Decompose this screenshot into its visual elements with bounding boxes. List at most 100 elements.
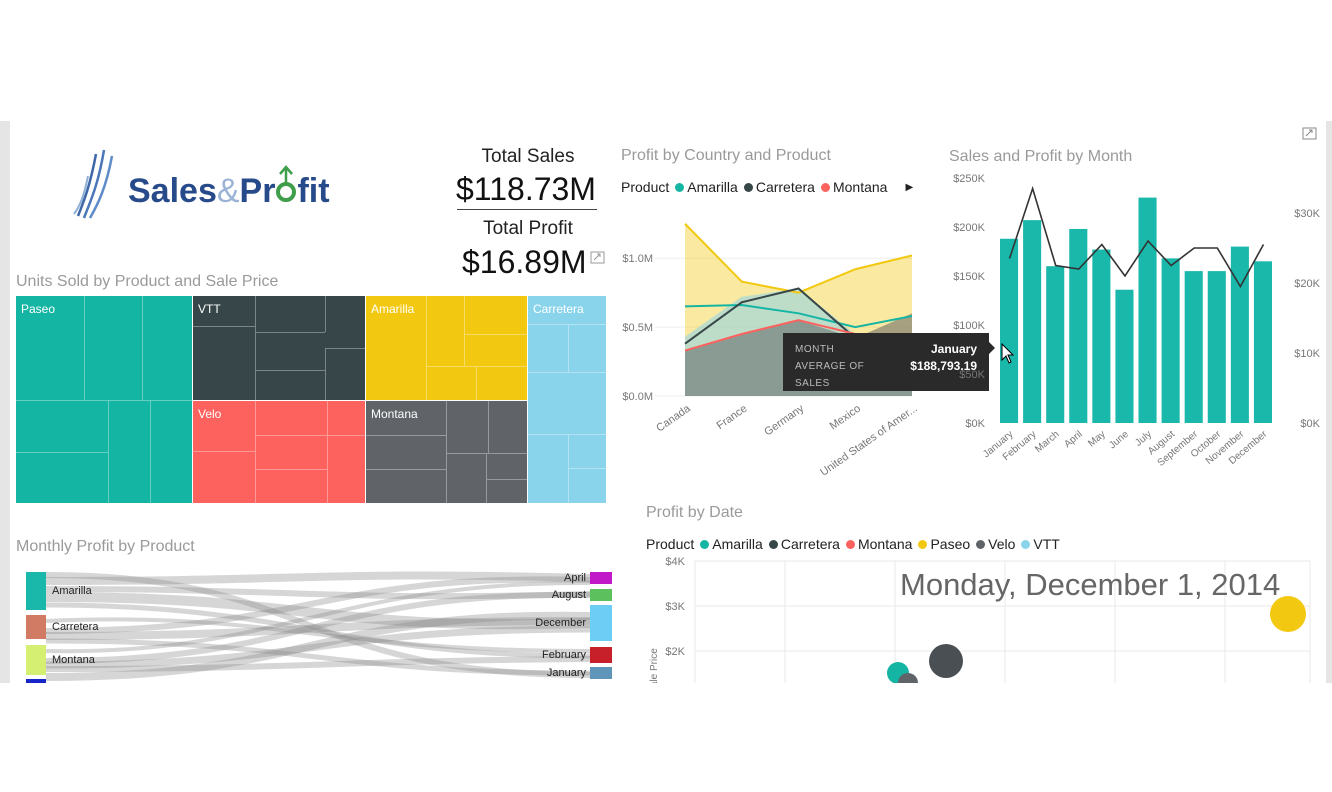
- area-xtick: Canada: [654, 402, 693, 434]
- sankey-node-april[interactable]: [590, 572, 612, 584]
- area-legend-title: Product: [621, 179, 670, 195]
- area-legend-item[interactable]: Montana: [820, 179, 887, 195]
- bubble-ylabel: Sale Price: [649, 648, 660, 683]
- area-legend-item[interactable]: Amarilla: [675, 179, 738, 195]
- sankey-node-amarilla[interactable]: [26, 572, 46, 610]
- area-xtick: France: [715, 403, 750, 432]
- bubble-velo[interactable]: [898, 673, 918, 683]
- combo-xtick: March: [1033, 429, 1061, 455]
- sankey-node-august[interactable]: [590, 589, 612, 601]
- treemap-tile-amarilla[interactable]: Amarilla: [366, 296, 527, 400]
- combo-bar-january[interactable]: [1000, 238, 1019, 423]
- bubble-chart-title: Profit by Date: [646, 504, 743, 521]
- sankey-label-amarilla: Amarilla: [52, 585, 92, 597]
- combo-xtick: May: [1086, 429, 1108, 450]
- combo-chart-plot[interactable]: $250K $200K $150K $100K $50K $0K $30K $20K $10K $…: [945, 166, 1325, 466]
- treemap-tile-vtt[interactable]: VTT: [193, 296, 365, 400]
- combo-bar-may[interactable]: [1092, 249, 1111, 423]
- combo-ytick-left: $50K: [959, 369, 985, 381]
- bubble-legend-title: Product: [646, 536, 695, 552]
- area-ytick: $1.0M: [622, 253, 653, 265]
- bubble-legend-item[interactable]: Velo: [976, 536, 1015, 552]
- sankey-node-montana[interactable]: [26, 645, 46, 675]
- bubble-legend-item[interactable]: Carretera: [768, 536, 840, 552]
- total-profit-value: $16.89M: [462, 244, 587, 280]
- sankey-ribbons[interactable]: [16, 561, 616, 683]
- bubble-ytick: $4K: [665, 556, 685, 568]
- bubble-legend-item[interactable]: Montana: [845, 536, 912, 552]
- treemap-tile-velo[interactable]: Velo: [193, 401, 365, 503]
- logo-wordmark: Sales&Pr fit: [128, 165, 330, 211]
- combo-ytick-left: $200K: [953, 222, 985, 234]
- combo-ytick-left: $250K: [953, 173, 985, 185]
- combo-bar-october[interactable]: [1207, 271, 1226, 423]
- kpi-focus-icon[interactable]: [590, 251, 606, 265]
- treemap-label-amarilla: Amarilla: [371, 302, 415, 316]
- bubble-chart-plot[interactable]: $4K $3K $2K Sale Price: [640, 551, 1330, 683]
- legend-next-arrow-icon[interactable]: ▶: [905, 181, 914, 193]
- combo-bar-september[interactable]: [1184, 271, 1203, 423]
- bubble-paseo[interactable]: [1270, 596, 1306, 632]
- combo-bar-march[interactable]: [1046, 266, 1065, 423]
- date-play-axis-label: Monday, December 1, 2014: [900, 567, 1281, 602]
- treemap-tile-paseo[interactable]: Paseo: [16, 296, 192, 503]
- bubble-ytick: $3K: [665, 601, 685, 613]
- chart-tooltip: MONTH January AVERAGE OF SALES $188,793.19: [783, 333, 989, 391]
- sankey-label-january: January: [546, 667, 586, 679]
- area-ytick: $0.0M: [622, 391, 653, 403]
- sankey-label-april: April: [563, 572, 586, 584]
- combo-ytick-right: $10K: [1294, 348, 1320, 360]
- treemap-tile-carretera[interactable]: Carretera: [528, 296, 606, 503]
- total-sales-value: $118.73M: [456, 171, 596, 207]
- bubble-legend-item[interactable]: VTT: [1021, 536, 1060, 552]
- combo-ytick-left: $100K: [953, 320, 985, 332]
- bubble-chart-legend: Product Amarilla Carretera Montana Paseo…: [646, 536, 1060, 552]
- treemap-label-carretera: Carretera: [533, 302, 584, 316]
- sankey-node-january[interactable]: [590, 667, 612, 679]
- right-scrollbar[interactable]: [1326, 121, 1332, 683]
- sankey-label-august: August: [551, 589, 586, 601]
- kpi-divider: [457, 209, 597, 210]
- sankey-label-february: February: [541, 649, 586, 661]
- bubble-legend-item[interactable]: Paseo: [918, 536, 970, 552]
- area-legend-item[interactable]: Carretera: [743, 179, 815, 195]
- treemap[interactable]: Paseo VTT Amarilla Carretera: [16, 296, 606, 503]
- combo-ytick-right: $0K: [1300, 418, 1320, 430]
- logo-swoosh-icon: [73, 149, 114, 219]
- area-xtick: Germany: [762, 402, 806, 438]
- combo-bar-february[interactable]: [1023, 220, 1042, 423]
- combo-xtick: April: [1062, 429, 1084, 450]
- treemap-title: Units Sold by Product and Sale Price: [16, 273, 279, 290]
- left-scrollbar[interactable]: [0, 121, 10, 683]
- sankey-label-carretera: Carretera: [52, 621, 99, 633]
- sankey-node-february[interactable]: [590, 647, 612, 663]
- combo-chart-title: Sales and Profit by Month: [949, 148, 1133, 165]
- bubble-legend-item[interactable]: Amarilla: [700, 536, 763, 552]
- sankey-label-montana: Montana: [52, 654, 95, 666]
- tooltip-pointer: [988, 341, 995, 355]
- total-sales-label: Total Sales: [481, 146, 575, 167]
- sankey-node-partial[interactable]: [26, 679, 46, 683]
- area-xtick: United States of Amer...: [818, 403, 920, 479]
- combo-bar-july[interactable]: [1138, 197, 1157, 423]
- area-ytick: $0.5M: [622, 322, 653, 334]
- area-line-montana: [684, 319, 856, 352]
- combo-ytick-left: $150K: [953, 271, 985, 283]
- sankey-node-carretera[interactable]: [26, 615, 46, 639]
- combo-profit-line: [1008, 185, 1265, 289]
- mouse-cursor-icon: [1001, 343, 1015, 364]
- area-xtick: Mexico: [828, 403, 863, 433]
- combo-xtick: June: [1107, 429, 1131, 452]
- combo-bar-august[interactable]: [1161, 258, 1180, 423]
- bubble-carretera[interactable]: [929, 644, 963, 678]
- sankey-node-december[interactable]: [590, 605, 612, 641]
- treemap-label-vtt: VTT: [198, 302, 221, 316]
- combo-bar-november[interactable]: [1230, 246, 1249, 423]
- focus-mode-icon[interactable]: [1302, 127, 1318, 141]
- combo-bar-april[interactable]: [1069, 228, 1088, 423]
- treemap-tile-montana[interactable]: Montana: [366, 401, 527, 503]
- treemap-label-paseo: Paseo: [21, 302, 56, 316]
- combo-bar-december[interactable]: [1253, 261, 1272, 423]
- combo-bar-june[interactable]: [1115, 289, 1134, 423]
- bubble-ytick: $2K: [665, 646, 685, 658]
